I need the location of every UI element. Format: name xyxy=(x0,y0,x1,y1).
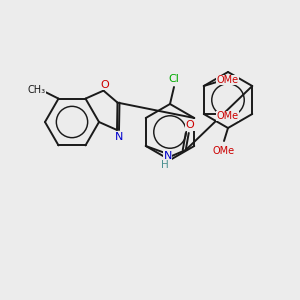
Text: Cl: Cl xyxy=(169,74,179,84)
Text: O: O xyxy=(100,80,109,90)
Text: O: O xyxy=(185,120,194,130)
Text: OMe: OMe xyxy=(217,111,239,121)
Text: OMe: OMe xyxy=(217,75,239,85)
Text: CH₃: CH₃ xyxy=(27,85,46,94)
Text: N: N xyxy=(115,132,123,142)
Text: OMe: OMe xyxy=(213,146,235,156)
Text: H: H xyxy=(161,160,169,170)
Text: N: N xyxy=(164,151,172,161)
